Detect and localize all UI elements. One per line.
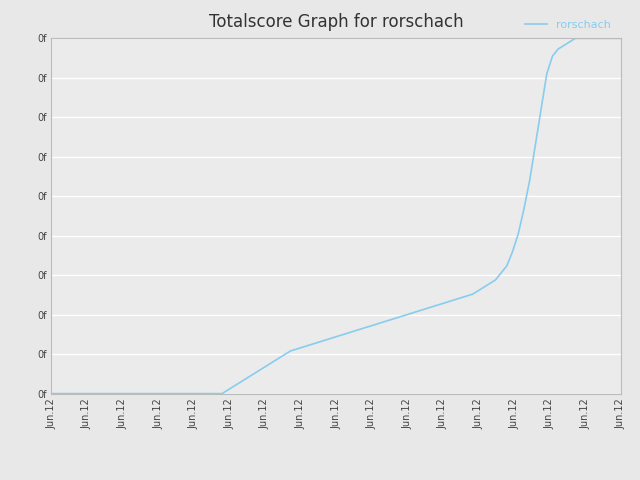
rorschach — [474, 288, 483, 293]
rorschach — [617, 36, 625, 41]
rorschach — [309, 341, 317, 347]
rorschach — [87, 391, 95, 396]
rorschach — [446, 299, 454, 304]
Legend: rorschach: rorschach — [520, 15, 615, 35]
rorschach — [572, 36, 579, 41]
Line: rorschach: rorschach — [51, 38, 621, 394]
rorschach — [389, 316, 397, 322]
rorschach — [47, 391, 55, 396]
Title: Totalscore Graph for rorschach: Totalscore Graph for rorschach — [209, 13, 463, 31]
rorschach — [189, 391, 197, 396]
